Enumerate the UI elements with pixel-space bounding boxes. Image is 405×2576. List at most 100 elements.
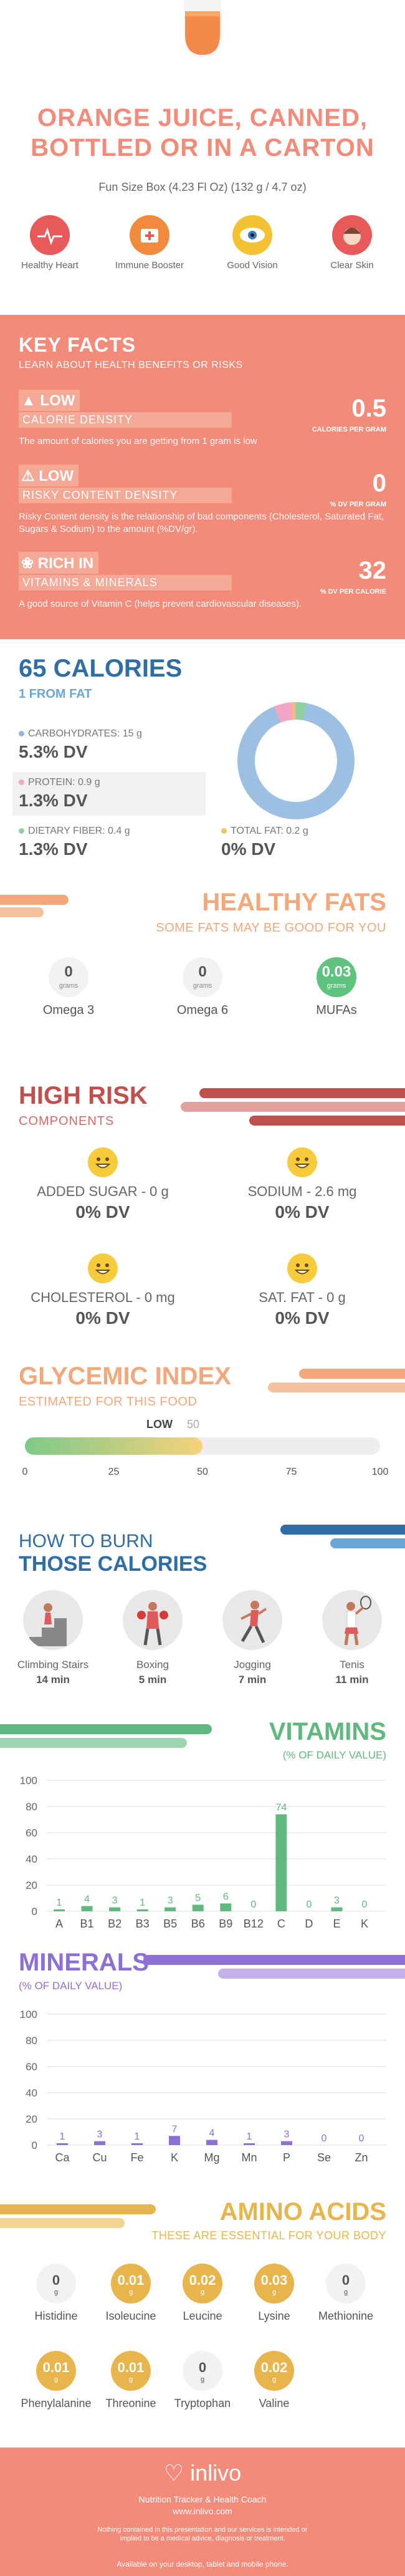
glycemic-ticks: 0 25 50 75 100: [22, 1467, 389, 1477]
decorative-bar: [0, 2218, 125, 2228]
x-tick-label: B5: [163, 1918, 177, 1930]
amino-name: Valine: [259, 2397, 290, 2410]
x-tick-label: P: [283, 2151, 290, 2164]
stairs-icon: [23, 1590, 83, 1650]
donut-slice-fiber: [237, 702, 355, 819]
y-tick-label: 40: [26, 2087, 37, 2099]
bar-cu: [94, 2141, 105, 2145]
fact-description: A good source of Vitamin C (helps preven…: [19, 599, 302, 609]
activity-jogging: Jogging 7 min: [202, 1590, 302, 1686]
amino-name: Histidine: [34, 2310, 78, 2322]
glycemic-level: LOW: [146, 1418, 173, 1430]
risk-sodium: SODIUM - 2.6 mg 0% DV: [209, 1147, 396, 1222]
boxing-icon: [123, 1590, 183, 1650]
macro-dv: 1.3% DV: [19, 839, 88, 859]
footer-logo: ♡ inlivo: [163, 2460, 242, 2486]
y-tick-label: 20: [26, 2113, 37, 2125]
tennis-icon: [322, 1590, 382, 1650]
benefits-row: Healthy Heart Immune Booster Good Vision…: [0, 206, 405, 293]
glycemic-tick-label: 0: [22, 1467, 28, 1477]
amino-value: 0.01: [42, 2360, 70, 2375]
decorative-bar: [280, 1525, 405, 1535]
bar-value-label: 4: [209, 2128, 215, 2139]
y-tick-label: 80: [26, 2035, 37, 2047]
decorative-bar: [0, 1738, 187, 1748]
risk-dv: 0% DV: [275, 1202, 330, 1222]
footer-disclaimer: Nothing contained in this presentation a…: [97, 2526, 308, 2542]
amino-name: Tryptophan: [174, 2397, 231, 2410]
fat-omega-3: 0 grams Omega 3: [6, 957, 131, 1018]
smiley-icon: [287, 1147, 317, 1177]
amino-name: Threonine: [105, 2397, 156, 2410]
bar-value-label: 1: [135, 2131, 140, 2142]
amino-acid-methionine: 0 g Methionine: [305, 2264, 386, 2323]
key-facts-subtitle: LEARN ABOUT HEALTH BENEFITS OR RISKS: [19, 360, 243, 370]
amino-unit: g: [272, 2376, 277, 2383]
glycemic-tick-label: 25: [108, 1467, 120, 1477]
bar-e: [331, 1907, 343, 1911]
bar-value-label: 1: [57, 1898, 62, 1908]
amino-value: 0.01: [117, 2360, 145, 2375]
healthy-fats-subtitle: SOME FATS MAY BE GOOD FOR YOU: [156, 921, 386, 935]
fact-vitamins-minerals: ❀ RICH IN VITAMINS & MINERALS 32 % DV PE…: [19, 552, 386, 610]
bar-value-label: 74: [275, 1803, 287, 1813]
amino-acids-subtitle: THESE ARE ESSENTIAL FOR YOUR BODY: [151, 2229, 386, 2242]
smiley-icon: [88, 1253, 118, 1283]
glycemic-fill: [25, 1437, 202, 1455]
macro-carbohydrates: CARBOHYDRATES: 15 g 5.3% DV: [12, 723, 206, 767]
amino-acid-lysine: 0.03 g Lysine: [234, 2264, 315, 2323]
bar-value-label: 3: [168, 1896, 173, 1906]
fat-value: 0: [198, 963, 207, 980]
glycemic-title: GLYCEMIC INDEX: [19, 1363, 231, 1390]
fat-unit: grams: [326, 982, 346, 990]
x-tick-label: Cu: [92, 2151, 107, 2164]
bar-value-label: 1: [140, 1898, 145, 1908]
glycemic-index-section: GLYCEMIC INDEX ESTIMATED FOR THIS FOOD L…: [0, 1363, 405, 1487]
x-tick-label: A: [55, 1918, 63, 1930]
vitamins-bar-chart: 0 20 40 60 80 100 1 A 4 B1 3 B2 1 B3 3 B5 5 B6 6 B9 0 B12 74 C 0…: [20, 1775, 386, 1930]
bar-value-label: 0: [359, 2133, 364, 2144]
macro-protein: PROTEIN: 0.9 g 1.3% DV: [12, 772, 206, 816]
glycemic-tick-label: 100: [372, 1467, 389, 1477]
risk-added-sugar: ADDED SUGAR - 0 g 0% DV: [9, 1147, 196, 1222]
macro-dv: 5.3% DV: [19, 742, 88, 761]
bar-b5: [164, 1907, 176, 1911]
glycemic-subtitle: ESTIMATED FOR THIS FOOD: [19, 1395, 198, 1409]
amino-unit: g: [128, 2376, 133, 2383]
donut-slice-fat: [237, 702, 355, 819]
footer: ♡ inlivo Nutrition Tracker & Health Coac…: [0, 2448, 405, 2576]
amino-unit: g: [54, 2289, 59, 2296]
minerals-section: MINERALS (% OF DAILY VALUE) 0 20 40 60 80 100…: [0, 1949, 405, 2186]
fat-name: MUFAs: [316, 1003, 357, 1017]
amino-value-circle: 0.03 g: [254, 2264, 294, 2303]
bar-value-label: 7: [172, 2124, 178, 2135]
calories-subtitle: 1 FROM FAT: [19, 687, 92, 701]
bar-value-label: 5: [195, 1893, 201, 1904]
decorative-bar: [0, 1724, 212, 1734]
amino-unit: g: [54, 2376, 59, 2383]
risk-name: SAT. FAT - 0 g: [259, 1290, 346, 1305]
bar-value-label: 4: [84, 1894, 90, 1905]
minerals-title: MINERALS: [19, 1949, 149, 1976]
footer-url[interactable]: www.inlivo.com: [173, 2506, 232, 2516]
amino-acid-valine: 0.02 g Valine: [234, 2351, 315, 2410]
bar-value-label: 0: [306, 1899, 312, 1910]
x-tick-label: B6: [191, 1918, 205, 1930]
fat-name: Omega 3: [42, 1003, 95, 1017]
fat-unit: grams: [59, 982, 79, 990]
fact-calorie-density: ▲ LOW CALORIE DENSITY 0.5 CALORIES PER G…: [19, 390, 386, 448]
benefit-label: Immune Booster: [115, 260, 184, 271]
x-tick-label: B12: [244, 1918, 264, 1930]
fact-description: The amount of calories you are getting f…: [19, 436, 257, 446]
footer-tagline: Nutrition Tracker & Health Coach: [138, 2494, 267, 2504]
benefit-immune-booster: Immune Booster: [103, 206, 196, 271]
warning-icon: ⚠: [21, 468, 39, 485]
decorative-bar: [0, 2204, 156, 2214]
decorative-bar: [0, 907, 44, 917]
bar-value-label: 0: [322, 2133, 327, 2144]
risk-sat-fat: SAT. FAT - 0 g 0% DV: [209, 1253, 396, 1328]
donut-slice-carbs: [237, 702, 355, 819]
x-tick-label: K: [171, 2151, 178, 2164]
smiley-icon: [88, 1147, 118, 1177]
